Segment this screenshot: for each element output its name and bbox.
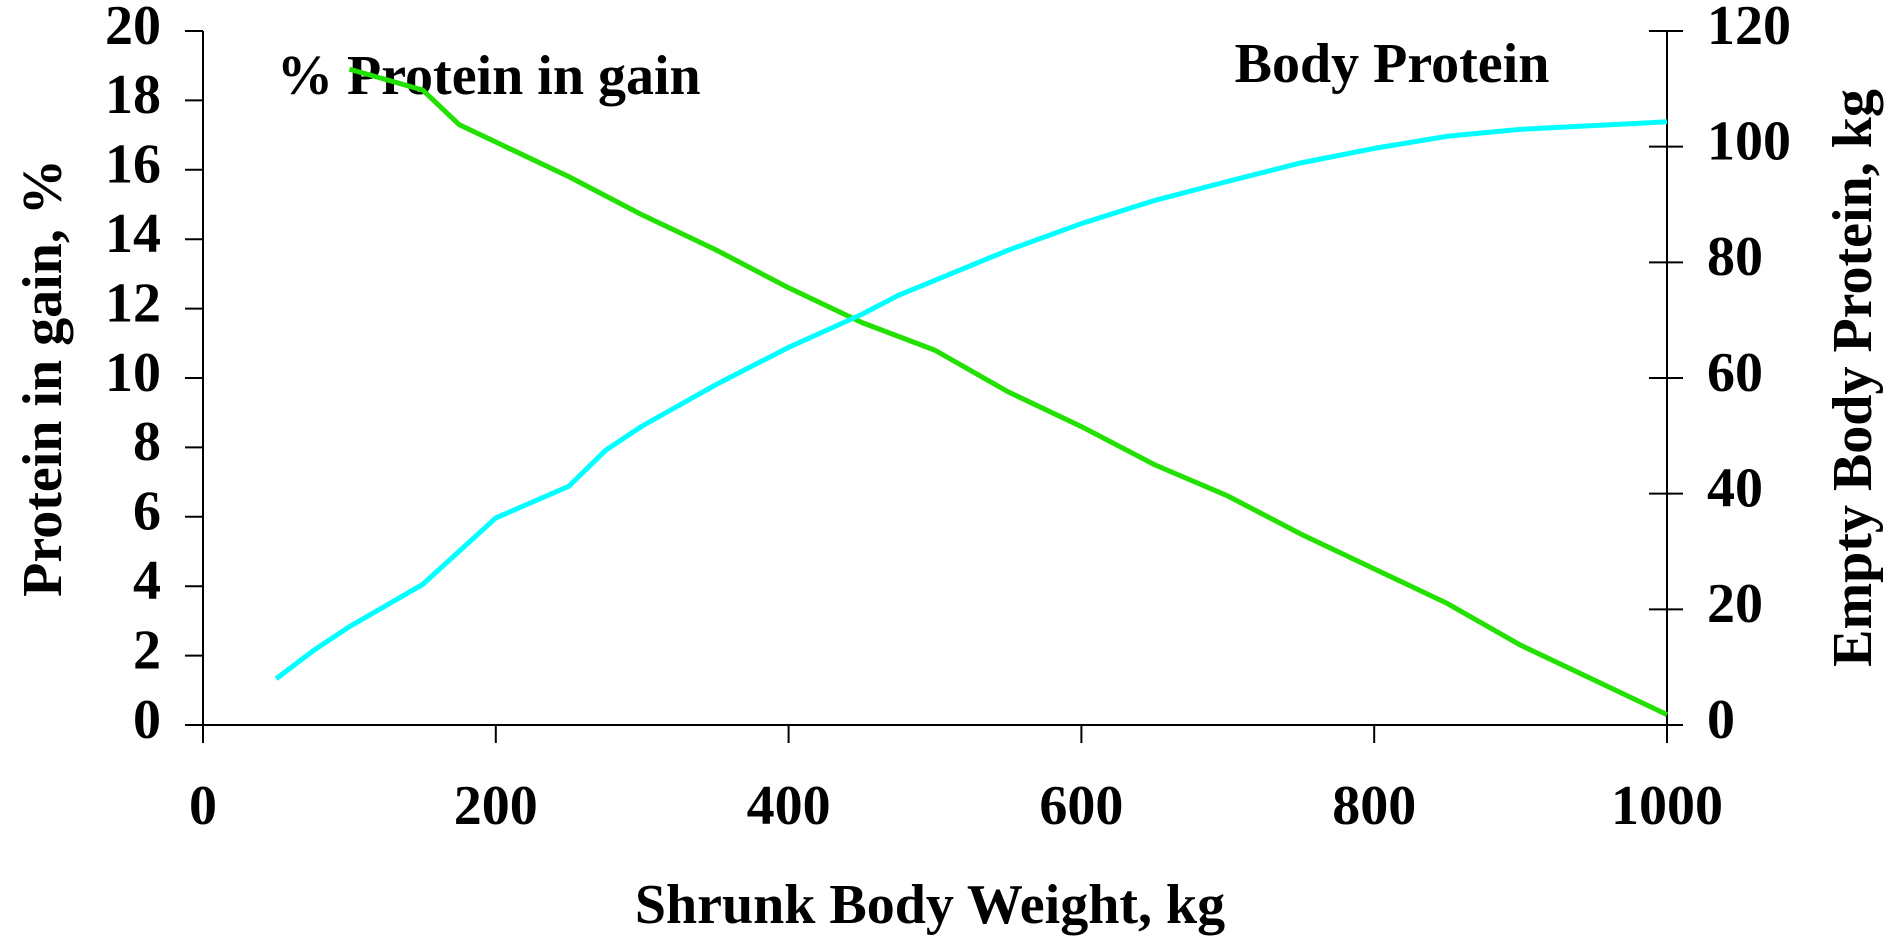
y-tick-label: 18 (105, 64, 161, 126)
y-tick-label: 14 (105, 203, 161, 265)
y-tick-label: 4 (133, 550, 161, 612)
y-tick-label: 12 (105, 272, 161, 334)
y2-tick-label: 40 (1707, 458, 1763, 520)
y-tick-label: 20 (105, 0, 161, 57)
x-tick-label: 400 (747, 775, 831, 837)
y2-tick-label: 60 (1707, 342, 1763, 404)
y-axis-title: Protein in gain, % (12, 159, 74, 597)
y-tick-label: 0 (133, 689, 161, 751)
series-label: Body Protein (1235, 33, 1550, 95)
y2-tick-label: 120 (1707, 0, 1791, 57)
x-tick-label: 200 (454, 775, 538, 837)
x-tick-label: 1000 (1611, 775, 1723, 837)
y2-axis-title: Empty Body Protein, kg (1822, 89, 1884, 667)
x-tick-label: 600 (1039, 775, 1123, 837)
x-axis-title: Shrunk Body Weight, kg (635, 874, 1225, 936)
y-tick-label: 2 (133, 619, 161, 681)
y2-tick-label: 100 (1707, 111, 1791, 173)
y2-tick-label: 20 (1707, 573, 1763, 635)
series-label: % Protein in gain (277, 45, 701, 107)
x-tick-label: 0 (189, 775, 217, 837)
y2-tick-label: 0 (1707, 689, 1735, 751)
y-tick-label: 10 (105, 342, 161, 404)
series-line (348, 66, 1669, 717)
x-tick-label: 800 (1332, 775, 1416, 837)
y-tick-label: 6 (133, 481, 161, 543)
series-line (274, 119, 1668, 681)
y-tick-label: 8 (133, 411, 161, 473)
y2-tick-label: 80 (1707, 226, 1763, 288)
y-tick-label: 16 (105, 134, 161, 196)
